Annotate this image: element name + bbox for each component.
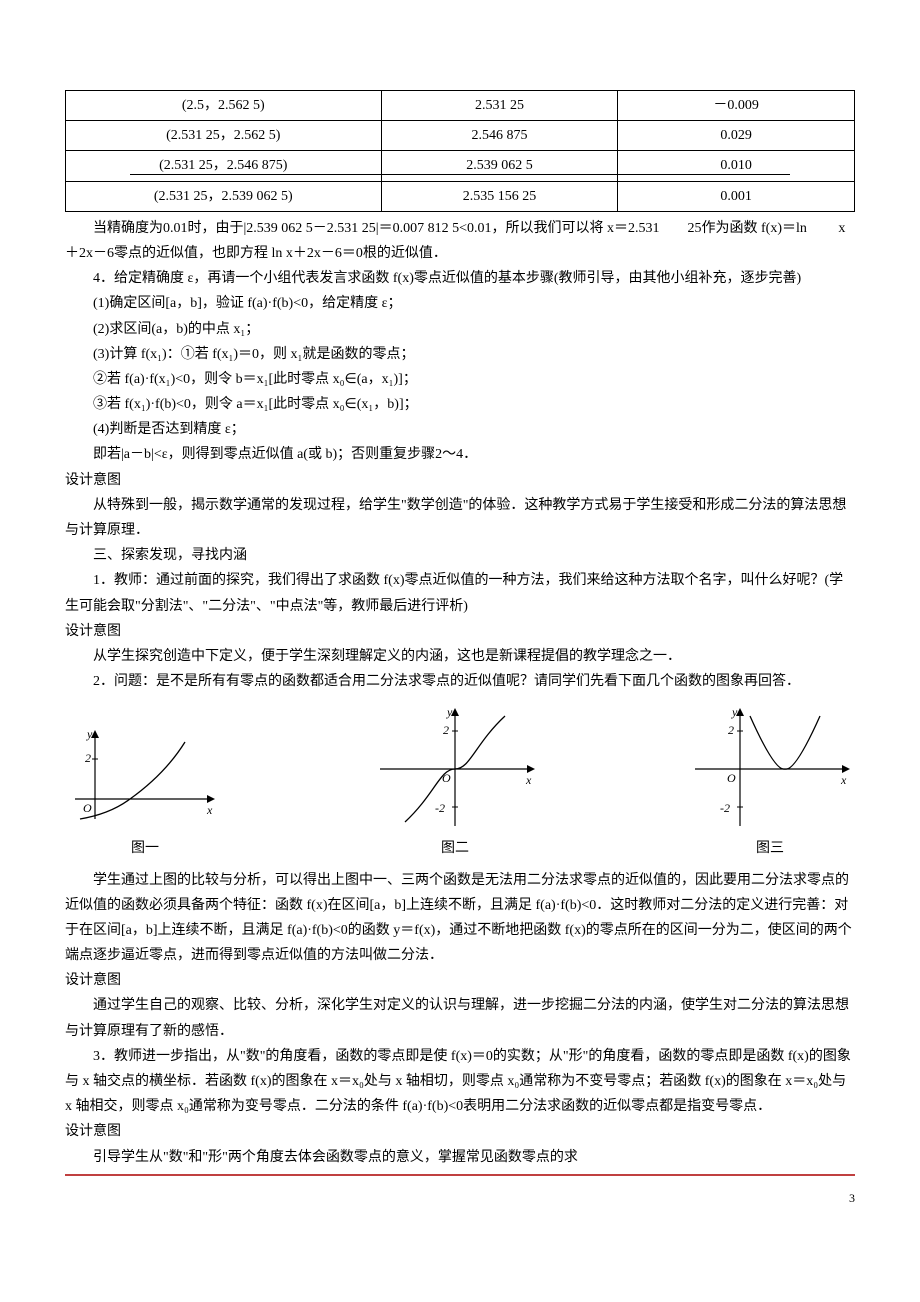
footer-rule bbox=[65, 1174, 855, 1176]
cell: 0.029 bbox=[618, 121, 855, 151]
cell: 2.535 156 25 bbox=[381, 181, 618, 211]
cell: 2.546 875 bbox=[381, 121, 618, 151]
table-row: (2.531 25，2.539 062 5) 2.535 156 25 0.00… bbox=[66, 181, 855, 211]
paragraph: 1．教师：通过前面的探究，我们得出了求函数 f(x)零点近似值的一种方法，我们来… bbox=[65, 568, 855, 618]
header-rule bbox=[130, 174, 790, 175]
svg-text:-2: -2 bbox=[720, 801, 730, 815]
figures-row: 2 O y x 图一 2 -2 O y x 图二 bbox=[65, 704, 855, 861]
paragraph: 从特殊到一般，揭示数学通常的发现过程，给学生"数学创造"的体验．这种教学方式易于… bbox=[65, 493, 855, 543]
section-heading: 三、探索发现，寻找内涵 bbox=[65, 543, 855, 568]
paragraph: 从学生探究创造中下定义，便于学生深刻理解定义的内涵，这也是新课程提倡的教学理念之… bbox=[65, 644, 855, 669]
cell: －0.009 bbox=[618, 91, 855, 121]
paragraph: 当精确度为0.01时，由于|2.539 062 5－2.531 25|＝0.00… bbox=[65, 216, 855, 266]
chart-svg: 2 -2 O y x bbox=[370, 704, 540, 834]
section-heading: 设计意图 bbox=[65, 1119, 855, 1144]
data-table: (2.5，2.562 5) 2.531 25 －0.009 (2.531 25，… bbox=[65, 90, 855, 212]
figure-two: 2 -2 O y x 图二 bbox=[370, 704, 540, 861]
figure-one: 2 O y x 图一 bbox=[65, 724, 225, 861]
chart-svg: 2 O y x bbox=[65, 724, 225, 834]
step: (4)判断是否达到精度 ε； bbox=[65, 417, 855, 442]
page-number: 3 bbox=[65, 1188, 855, 1210]
svg-text:x: x bbox=[840, 773, 847, 787]
cell: 2.539 062 5 bbox=[381, 151, 618, 181]
cell: 2.531 25 bbox=[381, 91, 618, 121]
svg-text:x: x bbox=[525, 773, 532, 787]
cell: (2.531 25，2.546 875) bbox=[66, 151, 382, 181]
section-heading: 设计意图 bbox=[65, 468, 855, 493]
svg-text:y: y bbox=[446, 705, 453, 719]
svg-text:O: O bbox=[727, 771, 736, 785]
cell: (2.531 25，2.562 5) bbox=[66, 121, 382, 151]
svg-text:2: 2 bbox=[85, 751, 91, 765]
svg-text:2: 2 bbox=[728, 723, 734, 737]
table-row: (2.531 25，2.546 875) 2.539 062 5 0.010 bbox=[66, 151, 855, 181]
step: (1)确定区间[a，b]，验证 f(a)·f(b)<0，给定精度 ε； bbox=[65, 291, 855, 316]
paragraph: 通过学生自己的观察、比较、分析，深化学生对定义的认识与理解，进一步挖掘二分法的内… bbox=[65, 993, 855, 1043]
step: (3)计算 f(x₁)：①若 f(x₁)＝0，则 x₁就是函数的零点； bbox=[65, 342, 855, 367]
figure-label: 图三 bbox=[756, 836, 784, 861]
cell: (2.5，2.562 5) bbox=[66, 91, 382, 121]
cell: 0.010 bbox=[618, 151, 855, 181]
section-heading: 设计意图 bbox=[65, 968, 855, 993]
paragraph: 学生通过上图的比较与分析，可以得出上图中一、三两个函数是无法用二分法求零点的近似… bbox=[65, 868, 855, 969]
figure-label: 图一 bbox=[131, 836, 159, 861]
table-row: (2.531 25，2.562 5) 2.546 875 0.029 bbox=[66, 121, 855, 151]
svg-text:x: x bbox=[206, 803, 213, 817]
svg-text:-2: -2 bbox=[435, 801, 445, 815]
svg-text:O: O bbox=[83, 801, 92, 815]
paragraph: 3．教师进一步指出，从"数"的角度看，函数的零点即是使 f(x)＝0的实数；从"… bbox=[65, 1044, 855, 1120]
table-row: (2.5，2.562 5) 2.531 25 －0.009 bbox=[66, 91, 855, 121]
figure-label: 图二 bbox=[441, 836, 469, 861]
svg-text:2: 2 bbox=[443, 723, 449, 737]
paragraph: 引导学生从"数"和"形"两个角度去体会函数零点的意义，掌握常见函数零点的求 bbox=[65, 1145, 855, 1170]
paragraph: 2．问题：是不是所有有零点的函数都适合用二分法求零点的近似值呢？请同学们先看下面… bbox=[65, 669, 855, 694]
chart-svg: 2 -2 O y x bbox=[685, 704, 855, 834]
figure-three: 2 -2 O y x 图三 bbox=[685, 704, 855, 861]
section-heading: 设计意图 bbox=[65, 619, 855, 644]
step: 即若|a－b|<ε，则得到零点近似值 a(或 b)；否则重复步骤2～4． bbox=[65, 442, 855, 467]
paragraph: 4．给定精确度 ε，再请一个小组代表发言求函数 f(x)零点近似值的基本步骤(教… bbox=[65, 266, 855, 291]
step: (2)求区间(a，b)的中点 x₁； bbox=[65, 317, 855, 342]
svg-text:y: y bbox=[86, 727, 93, 741]
step: ③若 f(x₁)·f(b)<0，则令 a＝x₁[此时零点 x₀∈(x₁，b)]； bbox=[65, 392, 855, 417]
cell: 0.001 bbox=[618, 181, 855, 211]
svg-text:O: O bbox=[442, 771, 451, 785]
cell: (2.531 25，2.539 062 5) bbox=[66, 181, 382, 211]
svg-text:y: y bbox=[731, 705, 738, 719]
step: ②若 f(a)·f(x₁)<0，则令 b＝x₁[此时零点 x₀∈(a，x₁)]； bbox=[65, 367, 855, 392]
